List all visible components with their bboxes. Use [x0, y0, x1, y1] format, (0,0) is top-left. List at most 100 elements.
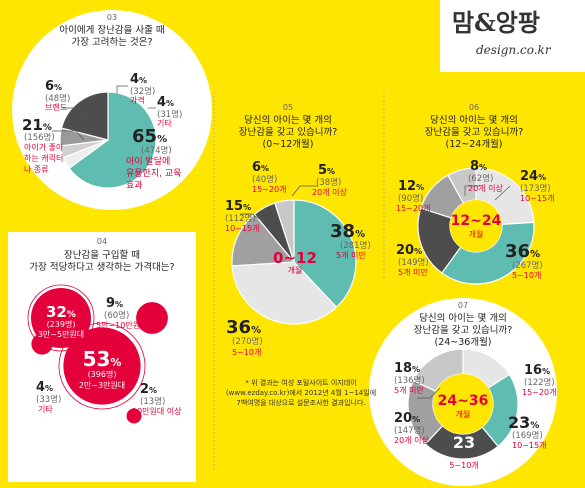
q06-question-line3: (12~24개월)	[445, 138, 503, 150]
q03-slice-1-count: (31명)	[157, 110, 183, 120]
footnote-line3: 7백여명을 대상으로 설문조사한 결과입니다.	[236, 399, 366, 408]
q07-slice-3-count: (147명)	[394, 426, 425, 436]
q04-bubble-2-ring	[58, 322, 146, 410]
q06-slice-1-pct: 36%	[505, 241, 541, 262]
q05-slice-3-count: (40명)	[252, 175, 278, 185]
footnote: * 위 결과는 여성 포털사이트 이지데이 (www.ezday.co.kr)에…	[218, 378, 384, 408]
q05-question-line2: 장난감을 갖고 있습니까?	[238, 126, 338, 138]
q03-number: 03	[106, 13, 118, 22]
q05-slice-1	[231, 261, 338, 325]
footnote-line1: * 위 결과는 여성 포털사이트 이지데이	[245, 379, 357, 387]
q07-question-line2: 장난감을 갖고 있습니까?	[413, 324, 513, 336]
q04-bubble-3-pct: 4%	[36, 380, 54, 395]
q05-slice-4	[274, 199, 295, 263]
q06-question: 당신의 아이는 몇 개의 장난감을 갖고 있습니까? (12~24개월)	[402, 115, 546, 151]
q07-slice-4-label: 5개 미만	[394, 386, 424, 395]
q05-slice-3-pct: 6%	[252, 160, 270, 175]
q04-bubble-4-label: 10만원대 이상	[132, 407, 182, 416]
q05-slice-2-pct: 15%	[225, 199, 252, 214]
q06-slice-1-label: 5~10개	[512, 271, 542, 280]
q05-slice-0	[293, 199, 357, 309]
q03-slice-2-pct: 4%	[130, 72, 148, 87]
q05-question: 당신의 아이는 몇 개의 장난감을 갖고 있습니까? (0~12개월)	[222, 115, 354, 151]
q03-question-line2: 가장 고려하는 것은?	[71, 36, 153, 48]
q07-question-line1: 당신의 아이는 몇 개의	[419, 313, 507, 324]
q07-number: 07	[457, 301, 469, 310]
q04-question-line1: 장난감을 구입할 때	[64, 250, 140, 261]
q07-slice-2-pct: 23	[452, 433, 476, 452]
q03-slice-1-label: 기타	[157, 119, 172, 128]
q06-slice-3-count: (90명)	[398, 194, 424, 204]
q03-slice-3-pct: 6%	[45, 79, 63, 94]
q04-question: 장난감을 구입할 때 가장 적당하다고 생각하는 가격대는?	[18, 250, 186, 274]
q03-slice-2-label: 가격	[130, 96, 145, 105]
q04-bubble-0-count: (239명)	[46, 320, 76, 329]
q05-center-unit: 개월	[287, 266, 303, 275]
q07-slice-1-label: 10~15개	[512, 441, 547, 450]
q07-question-line3: (24~36개월)	[434, 336, 492, 348]
q05-slice-3-label: 15~20개	[252, 185, 287, 194]
q06-slice-0-label: 10~15개	[520, 194, 555, 203]
q06-slice-2-pct: 20%	[396, 243, 423, 258]
q04-bubble-2-pct: 53%	[82, 347, 122, 371]
q06-slice-4-label: 20개 이상	[468, 184, 503, 193]
q03-slice-4-label1: 아이가 좋아	[24, 143, 64, 152]
q06-question-line1: 당신의 아이는 몇 개의	[430, 115, 518, 126]
q06-slice-4-count: (62명)	[468, 174, 494, 184]
q05-question-line3: (0~12개월)	[262, 138, 314, 150]
q04-bubble-3-count: (33명)	[36, 395, 62, 405]
q07-slice-3-pct: 20%	[394, 411, 421, 426]
q03-question-line1: 아이에게 장난감을 사줄 때	[59, 25, 165, 36]
q07-slice-0-pct: 16%	[524, 363, 551, 378]
q04-bubble-3-label: 기타	[38, 405, 53, 414]
q04-bubble-4	[126, 408, 142, 424]
q03-slice-3-label: 브랜드	[45, 103, 68, 112]
q05-question-line1: 당신의 아이는 몇 개의	[244, 115, 332, 126]
q07-slice-3-label: 20개 이상	[394, 436, 429, 445]
q03-slice-3-count: (48명)	[45, 94, 71, 104]
q05-slice-2-label: 10~15개	[225, 224, 260, 233]
q03-slice-4-count: (156명)	[24, 133, 55, 143]
q06-center-unit: 개월	[468, 230, 484, 239]
q03-pie-chart	[59, 91, 157, 189]
q04-bubble-0-pct: 32%	[46, 303, 76, 321]
q04-number: 04	[96, 237, 108, 246]
q07-slice-4-pct: 18%	[394, 361, 421, 376]
q05-slice-1-count: (270명)	[232, 337, 263, 347]
footnote-line2: (www.ezday.co.kr)에서 2012년 4월 1~14일에	[225, 389, 377, 398]
q05-slice-0-count: (281명)	[340, 241, 371, 251]
q07-slice-4-count: (136명)	[394, 376, 425, 386]
q06-slice-3-label: 15~20개	[396, 204, 431, 213]
q07-question: 당신의 아이는 몇 개의 장난감을 갖고 있습니까? (24~36개월)	[392, 313, 534, 349]
q05-slice-0-pct: 38%	[330, 221, 366, 242]
q06-donut-chart	[417, 167, 535, 285]
leader-lines	[52, 85, 511, 399]
q04-bubble-2-label: 2만~3만원대	[78, 381, 126, 390]
q04-bubble-2-count: (396명)	[87, 370, 117, 379]
q06-slice-1-count: (267명)	[512, 261, 543, 271]
q06-question-line2: 장난감을 갖고 있습니까?	[424, 126, 524, 138]
q04-bubble-0	[31, 288, 91, 348]
q06-center-disc	[450, 200, 502, 252]
q03-slice-0-label1: 아이 발달에	[126, 157, 171, 167]
q07-center-range: 24~36	[437, 393, 489, 409]
q03-slice-1-pct: 4%	[157, 95, 175, 110]
q04-bubble-4-pct: 2%	[140, 382, 158, 397]
q04-bubble-1-label: 5만~10만원대	[96, 321, 148, 330]
q07-slice-2-label: 5~10개	[449, 461, 479, 470]
q05-slice-0-label: 5개 미만	[336, 251, 366, 260]
q07-donut-chart	[407, 348, 519, 460]
q04-bubble-chart	[27, 284, 168, 424]
q07-center-disc	[433, 374, 493, 434]
q03-slice-0-count: (474명)	[141, 146, 172, 156]
logo-main: 맘&앙팡	[452, 8, 540, 37]
q04-bubble-0-ring	[27, 284, 95, 352]
q03-slice-4	[60, 91, 109, 141]
q04-bubble-1-pct: 9%	[106, 296, 124, 311]
q07-slice-0-label: 15~20개	[522, 388, 557, 397]
logo-sub: design.co.kr	[476, 43, 551, 57]
q05-slice-4-pct: 5%	[318, 163, 336, 178]
q06-slice-4-pct: 8%	[470, 159, 488, 174]
q06-slice-3-pct: 12%	[398, 179, 425, 194]
